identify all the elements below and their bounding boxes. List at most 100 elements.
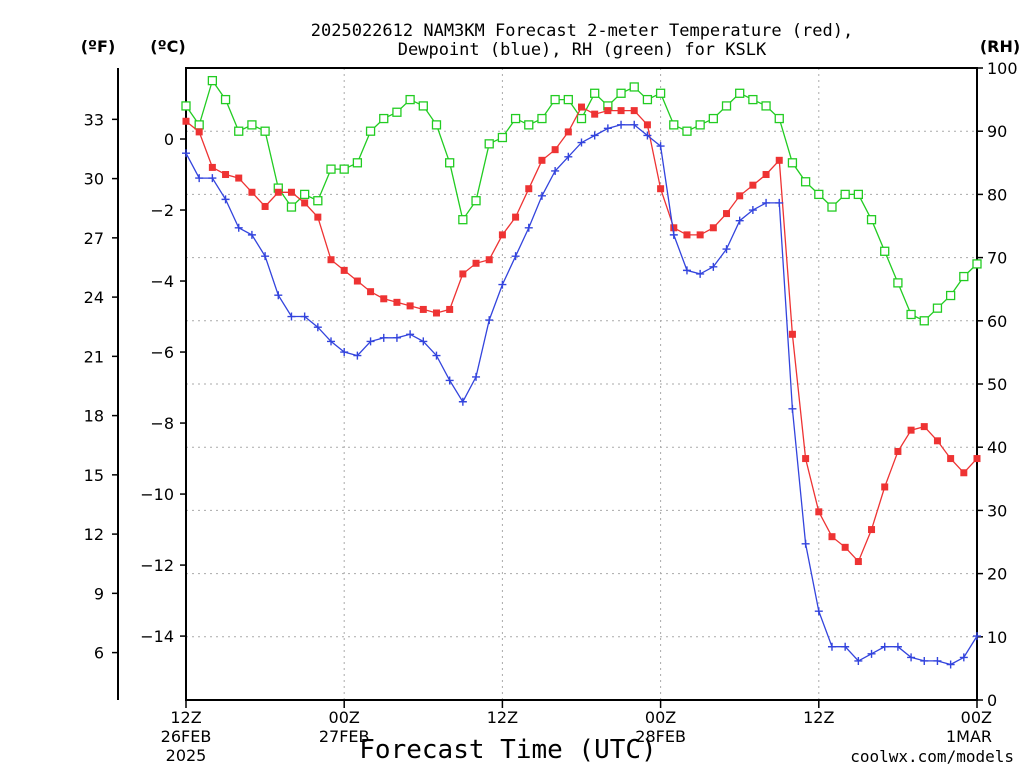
temperature-point (854, 558, 862, 566)
dewpoint-point (854, 656, 863, 665)
rh-unit-label: (RH) (980, 37, 1020, 56)
temperature-point (749, 181, 757, 189)
temperature-point (841, 543, 849, 551)
time-tick-date: 26FEB (161, 727, 212, 746)
dewpoint-point (867, 649, 876, 658)
time-tick-hour: 00Z (329, 708, 360, 727)
dewpoint-point (458, 397, 467, 406)
rh-point (906, 309, 916, 320)
temperature-point (907, 426, 915, 434)
temperature-series (182, 103, 981, 566)
fahrenheit-tick-label: 18 (84, 407, 104, 426)
dewpoint-point (340, 348, 349, 357)
temperature-point (868, 526, 876, 534)
dewpoint-point (379, 333, 388, 342)
temperature-point (261, 202, 269, 210)
dewpoint-point (788, 404, 797, 413)
temperature-point (551, 146, 559, 154)
rh-tick-label: 100 (987, 59, 1018, 78)
rh-point (695, 120, 705, 130)
temperature-point (683, 231, 691, 239)
fahrenheit-tick-label: 6 (94, 644, 104, 663)
dewpoint-point (709, 262, 718, 271)
rh-tick-label: 30 (987, 501, 1007, 520)
temperature-point (788, 330, 796, 338)
temperature-point (591, 110, 599, 118)
temperature-point (564, 128, 572, 136)
rh-point (207, 75, 218, 86)
rh-point (800, 177, 811, 187)
temperature-point (195, 128, 203, 136)
time-tick-hour: 00Z (961, 708, 992, 727)
rh-point (748, 94, 758, 105)
rh-tick-label: 90 (987, 122, 1007, 141)
rh-point (339, 164, 349, 174)
temperature-point (933, 437, 941, 445)
rh-tick-label: 50 (987, 375, 1007, 394)
rh-point (774, 113, 784, 124)
dewpoint-point (775, 198, 784, 207)
temperature-point (617, 107, 625, 115)
celsius-tick-label: 0 (164, 130, 174, 149)
dewpoint-point (564, 152, 573, 161)
dewpoint-point (182, 149, 190, 158)
dewpoint-point (762, 198, 771, 207)
rh-point (682, 126, 692, 136)
temperature-point (802, 455, 810, 463)
dewpoint-point (208, 174, 217, 183)
dewpoint-point (366, 337, 375, 346)
temperature-point (459, 270, 467, 278)
fahrenheit-tick-label: 12 (84, 525, 104, 544)
fahrenheit-tick-label: 27 (84, 229, 104, 248)
temperature-point (512, 213, 520, 221)
temperature-point (446, 305, 454, 313)
x-axis-title: Forecast Time (UTC) (359, 735, 656, 765)
rh-point (972, 259, 982, 269)
time-tick-date: 27FEB (319, 727, 370, 746)
rh-point (299, 189, 310, 200)
rh-point (563, 94, 573, 105)
rh-point (616, 88, 626, 98)
rh-point (853, 189, 863, 200)
rh-point (932, 303, 943, 313)
dewpoint-point (287, 312, 296, 321)
temperature-point (498, 231, 506, 239)
temperature-point (182, 117, 190, 125)
rh-point (537, 113, 547, 124)
fahrenheit-tick-label: 33 (84, 110, 104, 129)
temperature-point (208, 163, 216, 171)
chart-title-line2: Dewpoint (blue), RH (green) for KSLK (398, 40, 767, 60)
temperature-point (380, 295, 388, 303)
temperature-point (657, 185, 665, 193)
rh-point (787, 158, 798, 168)
temperature-point (538, 156, 546, 164)
rh-point (431, 120, 442, 130)
dewpoint-point (801, 539, 810, 548)
rh-point (352, 158, 363, 168)
celsius-tick-label: −14 (140, 627, 174, 646)
dewpoint-point (630, 120, 639, 129)
rh-point (590, 88, 600, 98)
temperature-point (393, 298, 401, 306)
dewpoint-point (841, 642, 850, 651)
rh-tick-label: 40 (987, 438, 1007, 457)
fahrenheit-tick-label: 9 (94, 584, 104, 603)
temperature-point (828, 533, 836, 541)
dewpoint-point (590, 131, 599, 140)
dewpoint-point (920, 656, 929, 665)
rh-point (497, 132, 508, 143)
rh-point (524, 120, 534, 130)
fahrenheit-tick-label: 24 (84, 288, 104, 307)
time-tick-hour: 12Z (170, 708, 201, 727)
dewpoint-point (537, 191, 546, 200)
celsius-tick-label: −10 (140, 485, 174, 504)
rh-point (840, 189, 850, 200)
dewpoint-point (485, 316, 494, 325)
dewpoint-point (696, 269, 705, 278)
dewpoint-point (735, 216, 744, 225)
rh-point (880, 246, 890, 256)
rh-point (919, 316, 929, 326)
dewpoint-point (247, 230, 256, 239)
rh-point (392, 107, 402, 117)
